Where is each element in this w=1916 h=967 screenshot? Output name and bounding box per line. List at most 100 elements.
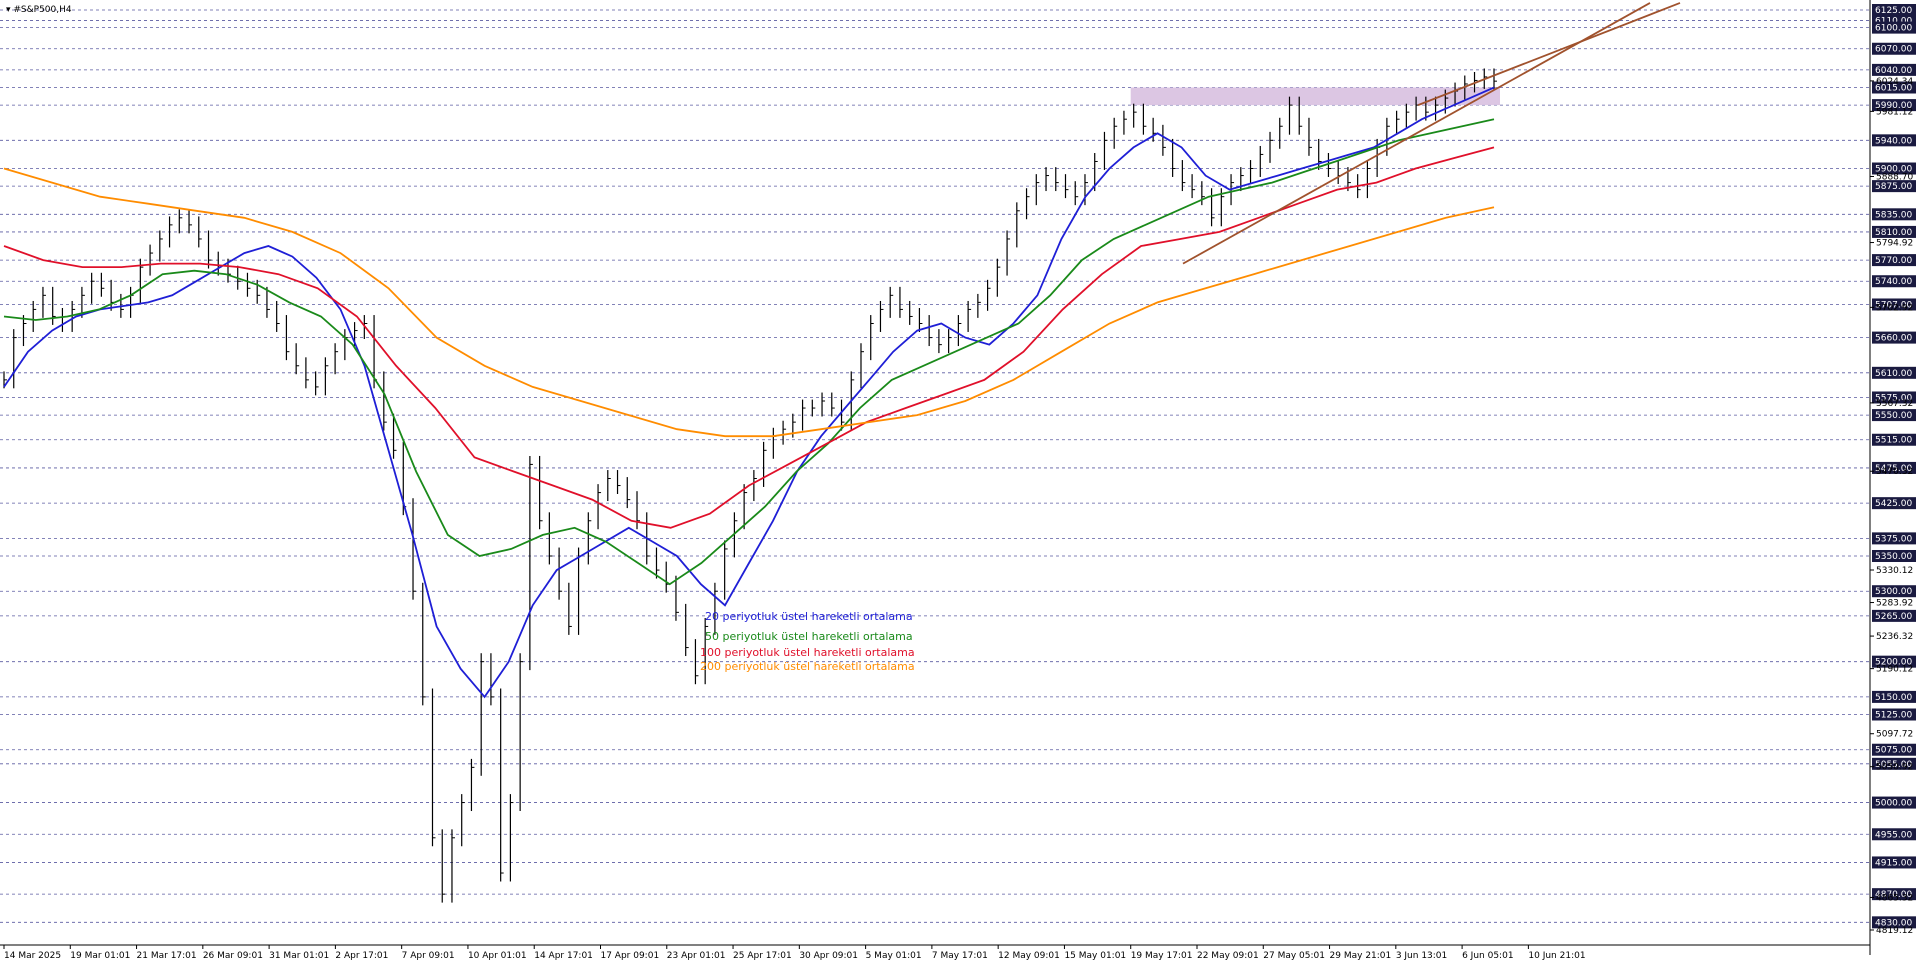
level-label: 5810.00 [1875,228,1912,238]
legend-ema200: 200 periyotluk üstel hareketli ortalama [700,660,915,673]
level-label-box [1872,21,1916,34]
level-label: 6125.00 [1875,6,1912,16]
price-tick-label: 5981.12 [1876,107,1913,117]
level-label-box [1872,391,1916,404]
level-label: 5610.00 [1875,369,1912,379]
level-label: 6040.00 [1875,66,1912,76]
level-label-box [1872,461,1916,474]
level-label: 4915.00 [1875,858,1912,868]
level-label: 5770.00 [1875,256,1912,266]
level-label-box [1872,549,1916,562]
price-tick-label: 5470.32 [1876,467,1913,477]
level-label-box [1872,254,1916,267]
level-label: 5475.00 [1875,464,1912,474]
price-tick-label: 5190.12 [1876,665,1913,675]
level-label-box [1872,275,1916,288]
level-label-box [1872,180,1916,193]
time-tick-label: 6 Jun 05:01 [1462,951,1513,961]
level-label: 6100.00 [1875,24,1912,34]
level-label: 5990.00 [1875,101,1912,111]
price-tick-label: 6024.34 [1876,77,1913,87]
price-tick-label: 5794.92 [1876,239,1913,249]
price-tick-label: 5097.72 [1876,730,1913,740]
level-label-box [1872,708,1916,721]
level-label-box [1872,99,1916,112]
trendline-upper[interactable] [1417,2,1681,106]
level-label-box [1872,162,1916,175]
level-label-box [1872,916,1916,929]
level-label: 5740.00 [1875,277,1912,287]
time-tick-label: 19 Mar 01:01 [70,951,130,961]
level-label-box [1872,690,1916,703]
level-label-box [1872,366,1916,379]
level-label-box [1872,433,1916,446]
level-label: 4870.00 [1875,890,1912,900]
time-tick-label: 29 May 21:01 [1330,951,1392,961]
indicator-legend: 20 periyotluk üstel hareketli ortalama 5… [700,610,915,673]
price-tick-label: 5330.12 [1876,566,1913,576]
level-label-box [1872,134,1916,147]
level-label: 6015.00 [1875,83,1912,93]
level-label-box [1872,225,1916,238]
time-tick-label: 2 Apr 17:01 [335,951,388,961]
price-tick-label: 5888.70 [1876,172,1913,182]
level-label-box [1872,796,1916,809]
time-tick-label: 3 Jun 13:01 [1396,951,1447,961]
level-label: 5350.00 [1875,552,1912,562]
time-tick-label: 17 Apr 09:01 [600,951,659,961]
time-tick-label: 19 May 17:01 [1131,951,1193,961]
level-label-box [1872,63,1916,76]
level-label-box [1872,609,1916,622]
level-label-box [1872,81,1916,94]
price-tick-label: 4819.12 [1876,926,1913,936]
level-label: 5707.00 [1875,300,1912,310]
time-tick-label: 30 Apr 09:01 [799,951,858,961]
level-label-box [1872,497,1916,510]
level-label-box [1872,532,1916,545]
price-tick-label: 5567.32 [1876,399,1913,409]
level-label-box [1872,42,1916,55]
level-label: 5055.00 [1875,760,1912,770]
ema-line-4 [3,167,1495,438]
time-axis: 14 Mar 2025 19 Mar 01:01 21 Mar 17:01 26 Ma… [0,944,1870,961]
level-label: 5515.00 [1875,436,1912,446]
legend-ema100: 100 periyotluk üstel hareketli ortalama [700,646,915,659]
zone-layer [1130,87,1500,106]
level-label: 5940.00 [1875,136,1912,146]
level-label-box [1872,298,1916,311]
level-label-box [1872,585,1916,598]
time-tick-label: 12 May 09:01 [998,951,1060,961]
level-label-box [1872,743,1916,756]
level-label: 5550.00 [1875,411,1912,421]
price-tick-label: 4865.32 [1876,893,1913,903]
level-label-box [1872,828,1916,841]
symbol-label[interactable]: ▾ #S&P500,H4 [6,5,72,15]
time-tick-label: 14 Mar 2025 [4,951,61,961]
legend-ema50: 50 periyotluk üstel hareketli ortalama [705,630,913,643]
time-tick-label: 15 May 01:01 [1064,951,1126,961]
trend-layer [1182,2,1681,265]
level-label: 5000.00 [1875,799,1912,809]
price-tick-label: 5702.92 [1876,303,1913,313]
level-label: 5375.00 [1875,534,1912,544]
time-tick-label: 27 May 05:01 [1263,951,1325,961]
level-label-box [1872,208,1916,221]
time-tick-label: 7 Apr 09:01 [402,951,455,961]
time-tick-label: 21 Mar 17:01 [137,951,197,961]
level-label: 5150.00 [1875,693,1912,703]
time-tick-label: 10 Jun 21:01 [1528,951,1585,961]
price-tick-label: 5236.32 [1876,632,1913,642]
time-tick-label: 23 Apr 01:01 [667,951,726,961]
time-tick-label: 10 Apr 01:01 [468,951,527,961]
level-label: 5575.00 [1875,393,1912,403]
legend-ema20: 20 periyotluk üstel hareketli ortalama [705,610,913,623]
level-label: 4955.00 [1875,830,1912,840]
level-label-box [1872,4,1916,16]
price-tick-label: 5050.92 [1876,763,1913,773]
level-label: 5125.00 [1875,711,1912,721]
trendline-lower[interactable] [1182,2,1651,265]
